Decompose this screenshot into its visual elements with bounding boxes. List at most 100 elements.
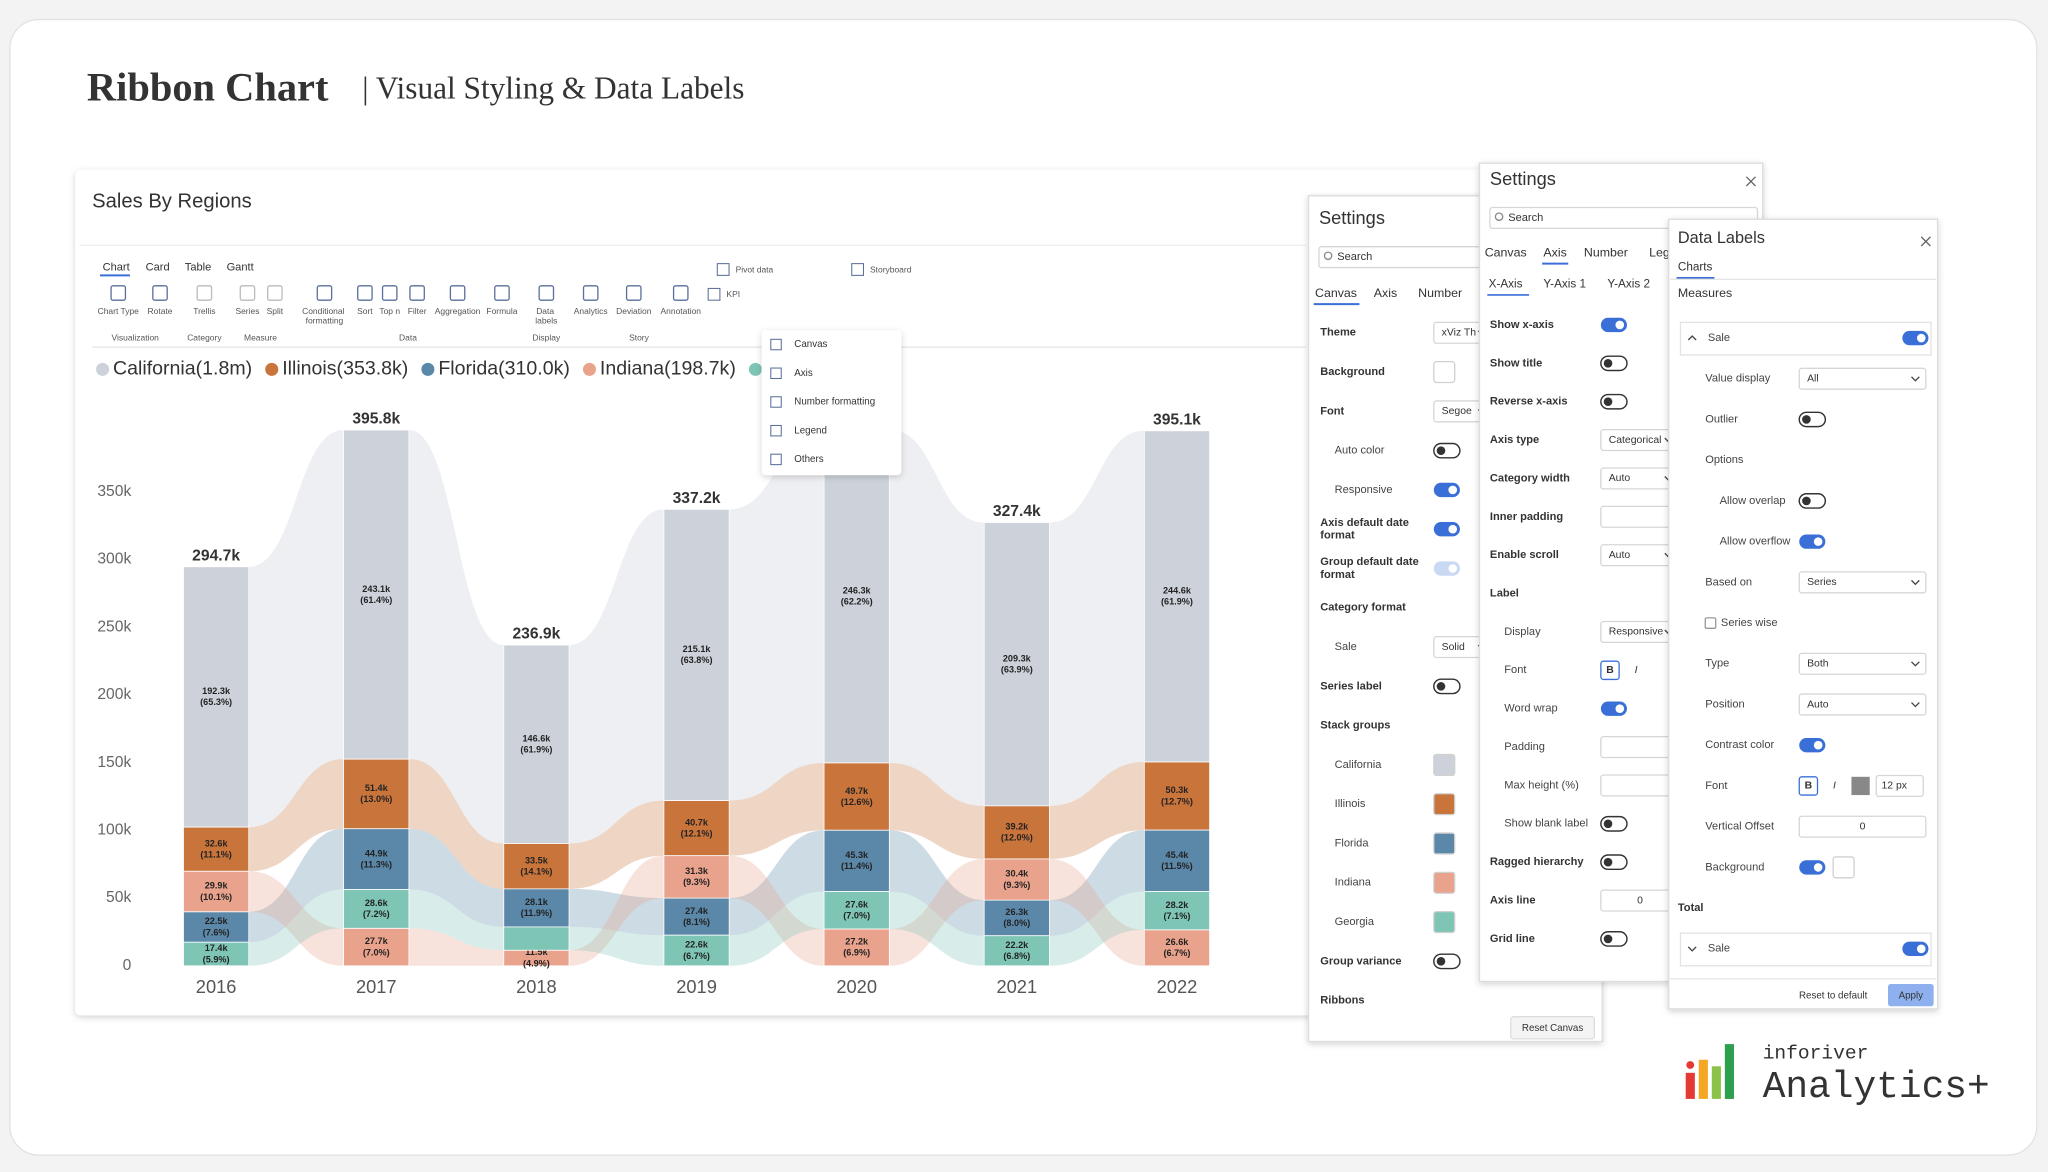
bar-segment[interactable]	[343, 889, 410, 929]
color-swatch[interactable]	[1433, 910, 1456, 934]
legend-marker[interactable]	[748, 362, 762, 376]
button[interactable]	[1510, 1016, 1595, 1040]
toolbar-icon[interactable]	[851, 263, 864, 276]
input-box[interactable]	[1798, 815, 1927, 838]
view-tab[interactable]: Table	[185, 261, 211, 273]
bar-segment[interactable]	[183, 911, 250, 943]
button[interactable]	[1887, 984, 1934, 1007]
button-label[interactable]: Reset Canvas	[1522, 1023, 1583, 1034]
select[interactable]	[1798, 367, 1927, 390]
bar-segment[interactable]	[663, 934, 730, 967]
input-box[interactable]	[1875, 774, 1924, 798]
panel-subtab[interactable]: X-Axis	[1489, 278, 1523, 291]
bar-segment[interactable]	[343, 758, 410, 830]
toggle[interactable]	[1433, 522, 1460, 537]
toolbar-icon[interactable]	[239, 285, 256, 301]
toggle[interactable]	[1433, 561, 1460, 576]
close-button[interactable]	[1920, 236, 1931, 247]
panel-subtab[interactable]: Y-Axis 1	[1543, 278, 1586, 291]
toggle[interactable]	[1433, 953, 1461, 970]
legend-marker[interactable]	[421, 362, 435, 376]
toggle[interactable]	[1600, 854, 1628, 871]
bar-segment[interactable]	[823, 928, 890, 967]
legend-label[interactable]: Florida(310.0k)	[438, 358, 570, 380]
bar-segment[interactable]	[983, 899, 1050, 937]
bar-segment[interactable]	[503, 888, 570, 928]
font-style[interactable]: B	[1805, 781, 1813, 792]
menu-item[interactable]: Legend	[794, 425, 827, 436]
toolbar-icon[interactable]	[449, 285, 466, 301]
view-tab[interactable]: Card	[146, 261, 170, 273]
panel-tab[interactable]: Axis	[1543, 245, 1566, 259]
color-swatch[interactable]	[1433, 360, 1456, 384]
legend-marker[interactable]	[265, 362, 279, 376]
legend-marker[interactable]	[96, 362, 110, 376]
checkbox[interactable]	[1704, 617, 1717, 629]
color-swatch[interactable]	[1433, 793, 1456, 816]
bar-segment[interactable]	[983, 935, 1050, 967]
bar-segment[interactable]	[663, 855, 730, 899]
font-button[interactable]	[1600, 660, 1620, 681]
legend-marker[interactable]	[582, 362, 597, 376]
bar-segment[interactable]	[183, 870, 250, 913]
panel-tab[interactable]: Charts	[1678, 261, 1713, 274]
font-style[interactable]: I	[1635, 665, 1638, 676]
panel-tab[interactable]: Axis	[1374, 286, 1397, 300]
toolbar-icon[interactable]	[357, 285, 373, 301]
font-style[interactable]: I	[1833, 781, 1836, 792]
view-tab[interactable]: Chart	[103, 261, 130, 273]
bar-segment[interactable]	[183, 826, 250, 872]
menu-item[interactable]: Number formatting	[794, 397, 875, 408]
panel-tab[interactable]: Leg	[1649, 245, 1670, 259]
bar-segment[interactable]	[823, 429, 890, 764]
bar-segment[interactable]	[183, 941, 250, 967]
panel-tab[interactable]: Number	[1418, 286, 1462, 300]
bar-segment[interactable]	[1143, 891, 1210, 931]
bar-segment[interactable]	[503, 644, 570, 844]
toggle[interactable]	[1799, 860, 1826, 875]
toolbar-icon[interactable]	[625, 285, 642, 301]
toggle[interactable]	[1798, 411, 1827, 428]
select[interactable]	[1798, 693, 1927, 716]
toolbar-icon[interactable]	[538, 285, 555, 301]
button-label[interactable]: Reset to default	[1799, 990, 1868, 1001]
bar-segment[interactable]	[983, 858, 1050, 901]
toolbar-icon[interactable]	[316, 285, 333, 301]
bar-segment[interactable]	[343, 927, 410, 967]
bar-segment[interactable]	[663, 800, 730, 857]
legend-label[interactable]: California(1.8m)	[113, 358, 252, 380]
bar-segment[interactable]	[983, 805, 1050, 860]
bar-segment[interactable]	[663, 508, 730, 801]
panel-tab[interactable]: Canvas	[1315, 286, 1357, 300]
color-swatch[interactable]	[1851, 776, 1870, 796]
toggle[interactable]	[1433, 482, 1460, 498]
toolbar-icon[interactable]	[707, 287, 721, 301]
color-swatch[interactable]	[1433, 832, 1456, 855]
toolbar-icon[interactable]	[494, 285, 510, 301]
menu-item[interactable]: Axis	[794, 368, 813, 379]
color-swatch[interactable]	[1433, 871, 1456, 894]
bar-segment[interactable]	[823, 762, 890, 831]
toggle[interactable]	[1600, 393, 1628, 410]
toolbar-icon[interactable]	[196, 285, 213, 301]
panel-subtab[interactable]: Y-Axis 2	[1607, 278, 1650, 291]
legend-label[interactable]: Indiana(198.7k)	[600, 358, 736, 380]
toolbar-icon[interactable]	[716, 263, 730, 276]
toolbar-icon[interactable]	[152, 285, 168, 301]
bar-segment[interactable]	[823, 829, 890, 892]
toolbar-icon[interactable]	[110, 285, 127, 301]
toggle[interactable]	[1600, 815, 1628, 832]
view-tab[interactable]: Gantt	[227, 261, 254, 273]
close-button[interactable]	[1745, 176, 1756, 187]
toggle[interactable]	[1902, 941, 1929, 957]
toggle[interactable]	[1600, 701, 1627, 716]
toggle[interactable]	[1600, 931, 1628, 947]
select[interactable]	[1798, 652, 1927, 675]
select[interactable]	[1798, 571, 1927, 594]
bar-segment[interactable]	[663, 897, 730, 936]
toolbar-icon[interactable]	[381, 285, 398, 301]
toggle[interactable]	[1799, 738, 1826, 753]
bar-segment[interactable]	[1143, 929, 1210, 967]
toolbar-icon[interactable]	[582, 285, 599, 301]
panel-tab[interactable]: Canvas	[1485, 245, 1527, 259]
